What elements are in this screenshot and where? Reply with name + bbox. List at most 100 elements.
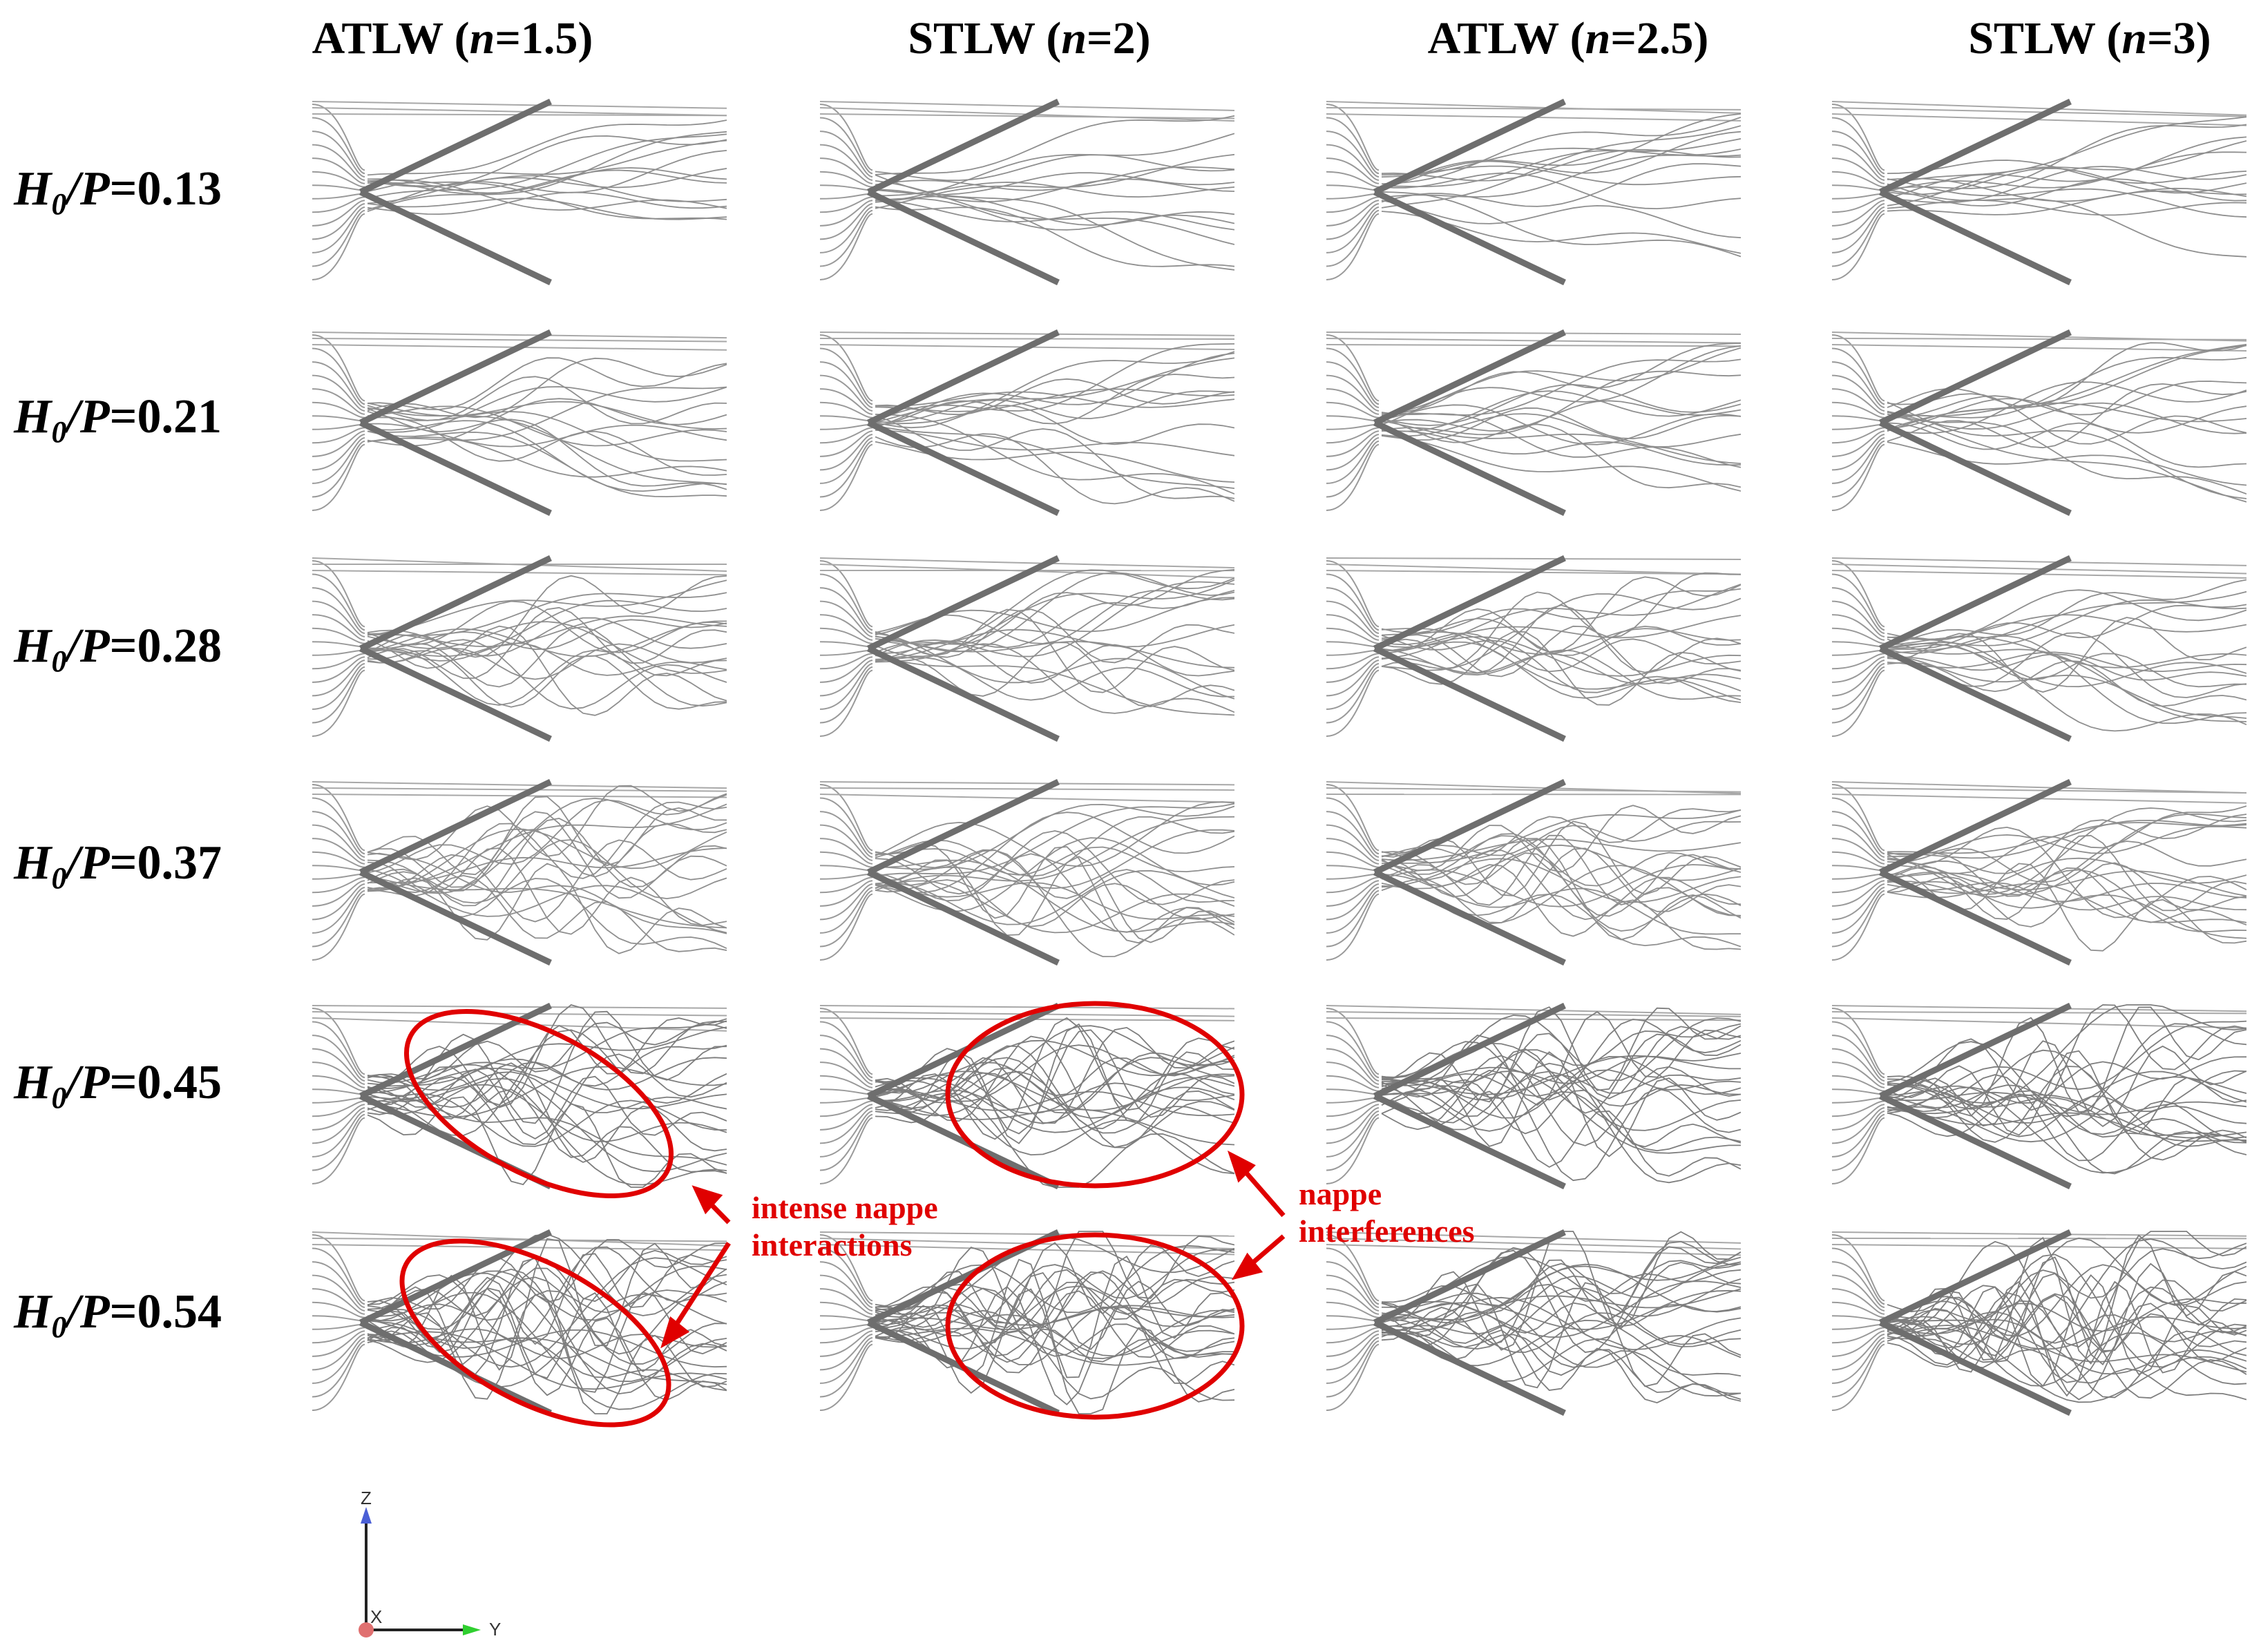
downstream-streamline bbox=[367, 119, 727, 176]
downstream-streamline bbox=[1381, 617, 1741, 656]
upstream-streamline bbox=[312, 1247, 365, 1305]
downstream-streamline bbox=[1381, 1015, 1741, 1084]
upstream-streamline bbox=[820, 1048, 873, 1085]
downstream-streamline bbox=[367, 592, 727, 636]
weir-wall bbox=[1373, 555, 1566, 652]
downstream-streamline bbox=[1381, 1329, 1741, 1377]
upstream-streamline bbox=[820, 1327, 873, 1344]
upstream-streamline bbox=[1326, 873, 1380, 880]
upstream-streamline bbox=[820, 587, 873, 635]
upstream-streamline bbox=[1832, 157, 1885, 184]
upstream-streamline bbox=[1832, 653, 1885, 670]
downstream-streamline bbox=[1887, 1300, 2246, 1399]
downstream-streamline bbox=[1887, 413, 2246, 503]
upstream-streamline bbox=[820, 1315, 873, 1322]
weir-wall bbox=[359, 99, 552, 195]
upstream-streamline bbox=[1832, 196, 1885, 213]
upstream-streamline bbox=[312, 1021, 365, 1079]
downstream-streamline bbox=[1381, 805, 1741, 873]
downstream-streamline bbox=[367, 180, 727, 220]
downstream-streamline bbox=[1381, 131, 1741, 190]
weir-wall bbox=[1373, 1319, 1566, 1416]
upstream-streamline bbox=[1832, 1035, 1885, 1082]
overflow-streamline bbox=[312, 1011, 727, 1017]
upstream-streamline bbox=[1326, 890, 1380, 948]
upstream-streamline bbox=[1326, 666, 1380, 724]
downstream-streamline bbox=[875, 429, 1234, 457]
upstream-streamline bbox=[1326, 851, 1380, 868]
upstream-streamline bbox=[820, 1330, 873, 1357]
downstream-streamline bbox=[1887, 151, 2246, 192]
downstream-streamline bbox=[367, 847, 727, 935]
upstream-streamline bbox=[1832, 206, 1885, 253]
downstream-streamline bbox=[367, 828, 727, 892]
downstream-streamline bbox=[1381, 390, 1741, 432]
downstream-streamline bbox=[1887, 642, 2246, 688]
overflow-streamline bbox=[1832, 338, 2246, 340]
upstream-streamline bbox=[1326, 334, 1380, 402]
streamline-panel bbox=[1326, 329, 1741, 516]
streamline-panel bbox=[1326, 1003, 1741, 1189]
upstream-streamline bbox=[312, 1048, 365, 1085]
upstream-streamline bbox=[312, 1008, 365, 1075]
downstream-streamline bbox=[1887, 638, 2246, 722]
upstream-streamline bbox=[312, 415, 365, 422]
upstream-streamline bbox=[820, 131, 873, 178]
downstream-streamline bbox=[1381, 625, 1741, 684]
downstream-streamline bbox=[875, 343, 1234, 422]
upstream-streamline bbox=[312, 1330, 365, 1357]
downstream-streamline bbox=[1887, 1316, 2246, 1350]
upstream-streamline bbox=[312, 434, 365, 471]
downstream-streamline bbox=[1887, 852, 2246, 926]
upstream-streamline bbox=[820, 1097, 873, 1104]
upstream-streamline bbox=[312, 1327, 365, 1344]
downstream-streamline bbox=[1381, 820, 1741, 857]
upstream-streamline bbox=[312, 1062, 365, 1088]
upstream-streamline bbox=[312, 1340, 365, 1398]
downstream-streamline bbox=[367, 357, 727, 419]
upstream-streamline bbox=[820, 157, 873, 184]
weir-wall bbox=[867, 555, 1060, 652]
downstream-streamline bbox=[367, 600, 727, 653]
upstream-streamline bbox=[312, 347, 365, 405]
downstream-streamline bbox=[1381, 628, 1741, 692]
upstream-streamline bbox=[312, 209, 365, 267]
downstream-streamline bbox=[875, 425, 1234, 489]
upstream-streamline bbox=[1326, 1247, 1380, 1305]
downstream-streamline bbox=[1381, 588, 1741, 636]
upstream-streamline bbox=[820, 209, 873, 267]
downstream-streamline bbox=[1887, 381, 2246, 419]
downstream-streamline bbox=[1887, 166, 2246, 204]
overflow-streamline bbox=[1326, 1005, 1741, 1015]
downstream-streamline bbox=[1887, 1316, 2246, 1373]
upstream-streamline bbox=[312, 811, 365, 858]
upstream-streamline bbox=[1326, 117, 1380, 175]
upstream-streamline bbox=[820, 1301, 873, 1318]
downstream-streamline bbox=[367, 168, 727, 204]
upstream-streamline bbox=[820, 1334, 873, 1371]
upstream-streamline bbox=[1326, 627, 1380, 644]
downstream-streamline bbox=[1887, 635, 2246, 724]
downstream-streamline bbox=[1381, 163, 1741, 207]
weir-wall bbox=[1879, 329, 2072, 426]
upstream-streamline bbox=[820, 614, 873, 641]
upstream-streamline bbox=[1326, 131, 1380, 178]
upstream-streamline bbox=[820, 361, 873, 409]
weir-wall bbox=[1879, 779, 2072, 876]
upstream-streamline bbox=[1326, 361, 1380, 409]
upstream-streamline bbox=[312, 423, 365, 430]
downstream-streamline bbox=[1381, 404, 1741, 445]
upstream-streamline bbox=[820, 1274, 873, 1312]
overflow-streamline bbox=[820, 1011, 1234, 1017]
upstream-streamline bbox=[312, 662, 365, 710]
upstream-streamline bbox=[1832, 1336, 1885, 1384]
upstream-streamline bbox=[312, 641, 365, 648]
row-label-0-13: H0/P=0.13 bbox=[14, 162, 222, 221]
upstream-streamline bbox=[1326, 886, 1380, 934]
xyz-axes-icon: Z X Y bbox=[359, 1492, 501, 1640]
upstream-streamline bbox=[1832, 1117, 1885, 1184]
upstream-streamline bbox=[820, 193, 873, 200]
downstream-streamline bbox=[1887, 1311, 2246, 1344]
downstream-streamline bbox=[367, 794, 727, 874]
downstream-streamline bbox=[367, 430, 727, 498]
